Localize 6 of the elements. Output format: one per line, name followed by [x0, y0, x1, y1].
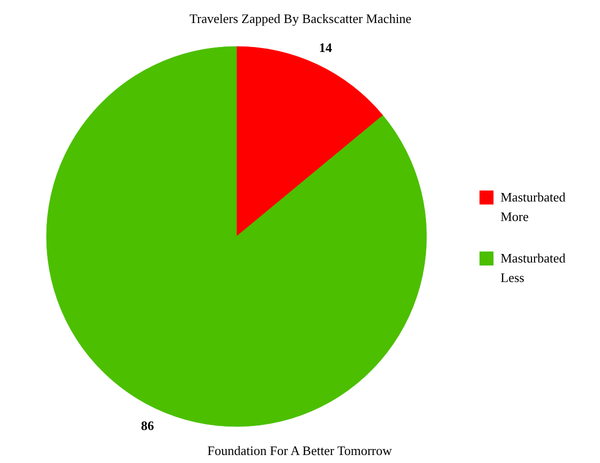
chart-title: Travelers Zapped By Backscatter Machine [190, 11, 412, 26]
data-label: 14 [318, 40, 332, 55]
legend-label: Masturbated Less [500, 250, 566, 285]
text: Foundation For A Better Tomorrow [207, 443, 393, 458]
data-label: 86 [141, 418, 155, 434]
legend-label: Masturbated More [500, 190, 566, 224]
